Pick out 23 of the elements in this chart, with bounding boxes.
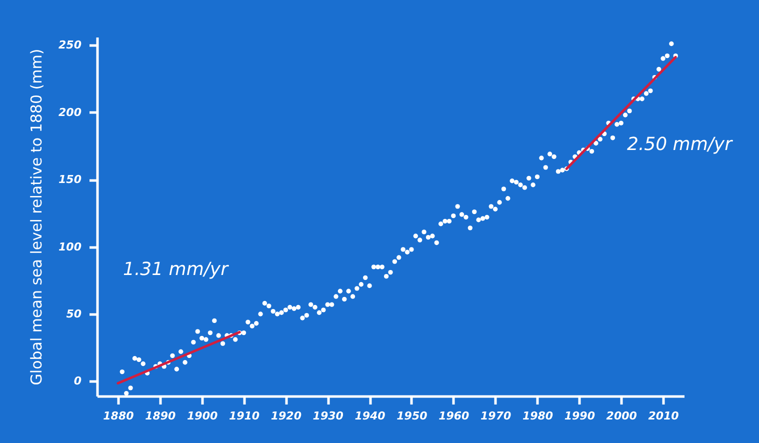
y-tick-label: 100 bbox=[58, 240, 82, 254]
x-tick-label: 1930 bbox=[312, 410, 344, 422]
y-tick-label: 250 bbox=[58, 38, 82, 52]
x-tick-label: 2000 bbox=[606, 410, 638, 422]
x-tick-label: 1980 bbox=[522, 410, 554, 422]
x-tick-label: 1900 bbox=[187, 410, 218, 422]
x-tick-label: 1920 bbox=[270, 410, 302, 422]
x-tick-label: 1960 bbox=[438, 410, 470, 422]
y-axis-title: Global mean sea level relative to 1880 (mm) bbox=[28, 48, 46, 386]
x-tick-label: 1990 bbox=[564, 410, 596, 422]
x-tick-label: 2010 bbox=[648, 410, 680, 422]
y-tick-label: 150 bbox=[58, 173, 82, 186]
x-tick-label: 1880 bbox=[103, 410, 134, 422]
y-tick-label: 0 bbox=[74, 374, 82, 388]
x-tick-label: 1950 bbox=[396, 410, 428, 422]
annotation: 2.50 mm/yr bbox=[627, 134, 734, 155]
y-tick-label: 50 bbox=[66, 307, 82, 320]
annotation: 1.31 mm/yr bbox=[123, 259, 230, 280]
x-tick-label: 1910 bbox=[228, 410, 260, 422]
x-tick-label: 1890 bbox=[145, 410, 176, 422]
y-tick-label: 200 bbox=[58, 106, 82, 119]
x-tick-label: 1940 bbox=[354, 410, 386, 422]
x-tick-label: 1970 bbox=[480, 410, 512, 422]
